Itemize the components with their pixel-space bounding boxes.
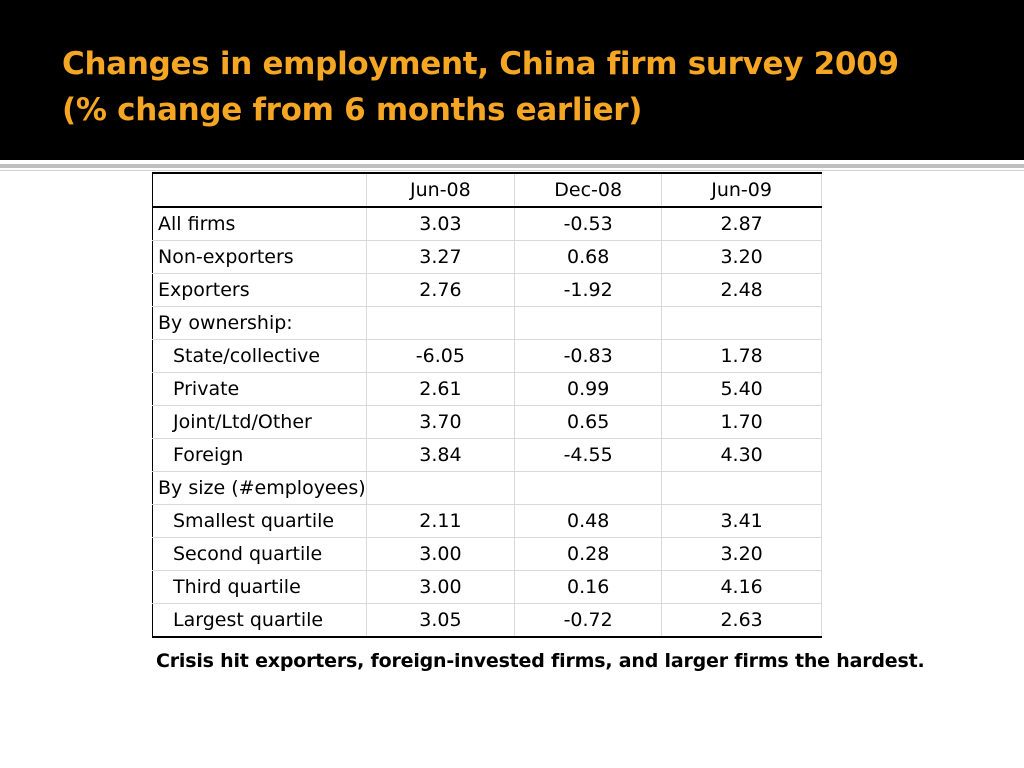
cell-dec08: -0.83 (514, 339, 663, 373)
cell-jun09: 3.20 (661, 537, 822, 571)
cell-jun09: 4.16 (661, 570, 822, 604)
cell-dec08: 0.16 (514, 570, 663, 604)
cell-dec08: 0.48 (514, 504, 663, 538)
divider (0, 164, 1024, 168)
row-label: Non-exporters (152, 240, 367, 274)
table-row: Exporters 2.76 -1.92 2.48 (152, 273, 822, 307)
cell-jun09: 2.87 (661, 207, 822, 241)
cell-jun08: 3.27 (365, 240, 516, 274)
cell-dec08: -1.92 (514, 273, 663, 307)
cell-dec08: 0.68 (514, 240, 663, 274)
row-label: Third quartile (152, 570, 367, 604)
header-cell-dec08: Dec-08 (514, 172, 663, 208)
row-label: Second quartile (152, 537, 367, 571)
header-cell-empty (152, 172, 367, 208)
cell-jun08: 2.11 (365, 504, 516, 538)
cell-jun08: -6.05 (365, 339, 516, 373)
cell-dec08 (514, 306, 663, 340)
row-label: All firms (152, 207, 367, 241)
cell-jun08: 3.70 (365, 405, 516, 439)
section-label: By ownership: (152, 306, 367, 340)
row-label: Exporters (152, 273, 367, 307)
cell-dec08: -0.72 (514, 603, 663, 638)
cell-dec08: 0.99 (514, 372, 663, 406)
table-row: Largest quartile 3.05 -0.72 2.63 (152, 603, 822, 638)
row-label: Foreign (152, 438, 367, 472)
table-section-row: By ownership: (152, 306, 822, 340)
cell-jun09 (661, 471, 822, 505)
cell-jun09: 5.40 (661, 372, 822, 406)
table-row: Foreign 3.84 -4.55 4.30 (152, 438, 822, 472)
cell-jun09: 1.78 (661, 339, 822, 373)
cell-jun08: 3.00 (365, 537, 516, 571)
table-row: Smallest quartile 2.11 0.48 3.41 (152, 504, 822, 538)
slide-subtitle: (% change from 6 months earlier) (62, 92, 643, 128)
row-label: Smallest quartile (152, 504, 367, 538)
cell-jun09: 3.41 (661, 504, 822, 538)
row-label: Private (152, 372, 367, 406)
cell-jun09: 2.63 (661, 603, 822, 638)
cell-jun08: 3.03 (365, 207, 516, 241)
cell-jun09: 2.48 (661, 273, 822, 307)
table-row: Private 2.61 0.99 5.40 (152, 372, 822, 406)
section-label: By size (#employees) (152, 471, 367, 505)
cell-dec08: 0.65 (514, 405, 663, 439)
slide-caption: Crisis hit exporters, foreign-invested f… (156, 650, 925, 672)
cell-jun08: 2.61 (365, 372, 516, 406)
row-label: Joint/Ltd/Other (152, 405, 367, 439)
cell-jun08 (365, 306, 516, 340)
employment-table: Jun-08 Dec-08 Jun-09 All firms 3.03 -0.5… (152, 172, 822, 638)
cell-jun09: 3.20 (661, 240, 822, 274)
cell-dec08 (514, 471, 663, 505)
table-row: Second quartile 3.00 0.28 3.20 (152, 537, 822, 571)
table-row: Joint/Ltd/Other 3.70 0.65 1.70 (152, 405, 822, 439)
cell-jun08: 3.84 (365, 438, 516, 472)
cell-jun09 (661, 306, 822, 340)
table-header-row: Jun-08 Dec-08 Jun-09 (152, 172, 822, 208)
row-label: State/collective (152, 339, 367, 373)
table-row: All firms 3.03 -0.53 2.87 (152, 207, 822, 241)
slide-title: Changes in employment, China firm survey… (62, 46, 899, 82)
row-label: Largest quartile (152, 603, 367, 638)
table-row: Third quartile 3.00 0.16 4.16 (152, 570, 822, 604)
cell-dec08: -4.55 (514, 438, 663, 472)
table-row: Non-exporters 3.27 0.68 3.20 (152, 240, 822, 274)
header-cell-jun09: Jun-09 (661, 172, 822, 208)
cell-jun09: 1.70 (661, 405, 822, 439)
cell-jun08: 3.00 (365, 570, 516, 604)
cell-dec08: 0.28 (514, 537, 663, 571)
table-section-row: By size (#employees) (152, 471, 822, 505)
cell-jun08: 3.05 (365, 603, 516, 638)
header-cell-jun08: Jun-08 (365, 172, 516, 208)
table-row: State/collective -6.05 -0.83 1.78 (152, 339, 822, 373)
divider-thin (0, 170, 1024, 171)
cell-dec08: -0.53 (514, 207, 663, 241)
cell-jun08 (365, 471, 516, 505)
cell-jun09: 4.30 (661, 438, 822, 472)
cell-jun08: 2.76 (365, 273, 516, 307)
title-bar: Changes in employment, China firm survey… (0, 0, 1024, 160)
